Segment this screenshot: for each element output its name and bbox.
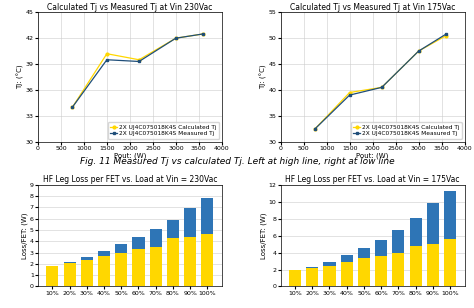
Bar — [150, 247, 162, 286]
Text: Fig. 11 Measured Tj vs calculated Tj. Left at high line, right at low line: Fig. 11 Measured Tj vs calculated Tj. Le… — [80, 157, 394, 166]
X-axis label: Pout: (W): Pout: (W) — [114, 152, 146, 159]
Bar — [306, 268, 319, 286]
Bar — [46, 265, 58, 286]
Y-axis label: Loss/FET: (W): Loss/FET: (W) — [22, 213, 28, 259]
2X UJ4C075018K4S Calculated Tj — [416, 49, 421, 53]
Bar — [115, 244, 128, 253]
2X UJ4C075018K4S Measured Tj — [104, 58, 109, 62]
Bar — [323, 266, 336, 286]
Bar — [392, 253, 404, 286]
Bar — [64, 263, 75, 286]
Bar — [410, 218, 422, 246]
Bar — [392, 230, 404, 253]
Bar — [427, 203, 439, 244]
Bar — [201, 234, 213, 286]
Title: Calculated Tj vs Measured Tj at Vin 175Vac: Calculated Tj vs Measured Tj at Vin 175V… — [290, 2, 455, 11]
Bar — [132, 237, 145, 249]
2X UJ4C075018K4S Calculated Tj — [379, 86, 384, 89]
Bar — [375, 256, 387, 286]
Bar — [167, 220, 179, 238]
Bar — [167, 238, 179, 286]
Bar — [81, 261, 93, 286]
Bar — [98, 251, 110, 256]
2X UJ4C075018K4S Calculated Tj — [443, 34, 449, 38]
2X UJ4C075018K4S Calculated Tj — [136, 58, 142, 62]
2X UJ4C075018K4S Measured Tj — [347, 93, 353, 97]
Title: HF Leg Loss per FET vs. Load at Vin = 230Vac: HF Leg Loss per FET vs. Load at Vin = 23… — [43, 175, 217, 184]
Y-axis label: Tj: (°C): Tj: (°C) — [17, 65, 24, 89]
Line: 2X UJ4C075018K4S Calculated Tj: 2X UJ4C075018K4S Calculated Tj — [314, 34, 447, 130]
2X UJ4C075018K4S Measured Tj — [312, 127, 318, 131]
2X UJ4C075018K4S Measured Tj — [173, 36, 179, 40]
Line: 2X UJ4C075018K4S Measured Tj: 2X UJ4C075018K4S Measured Tj — [71, 32, 205, 109]
2X UJ4C075018K4S Calculated Tj — [173, 36, 179, 40]
2X UJ4C075018K4S Measured Tj — [70, 105, 75, 109]
Bar — [323, 262, 336, 266]
Bar — [81, 257, 93, 261]
2X UJ4C075018K4S Calculated Tj — [347, 91, 353, 94]
Bar — [201, 198, 213, 234]
Bar — [341, 262, 353, 286]
Bar — [64, 261, 75, 263]
2X UJ4C075018K4S Measured Tj — [379, 86, 384, 89]
Bar — [289, 270, 301, 286]
Legend: 2X UJ4C075018K4S Calculated Tj, 2X UJ4C075018K4S Measured Tj: 2X UJ4C075018K4S Calculated Tj, 2X UJ4C0… — [351, 122, 462, 139]
Bar — [132, 249, 145, 286]
Bar — [444, 239, 456, 286]
X-axis label: Pout: (W): Pout: (W) — [356, 152, 389, 159]
Bar — [184, 237, 196, 286]
Line: 2X UJ4C075018K4S Measured Tj: 2X UJ4C075018K4S Measured Tj — [314, 33, 447, 130]
Line: 2X UJ4C075018K4S Calculated Tj: 2X UJ4C075018K4S Calculated Tj — [71, 32, 205, 109]
Bar — [358, 258, 370, 286]
2X UJ4C075018K4S Measured Tj — [416, 49, 421, 53]
2X UJ4C075018K4S Calculated Tj — [201, 32, 206, 36]
2X UJ4C075018K4S Calculated Tj — [104, 52, 109, 55]
Bar — [341, 255, 353, 262]
Bar — [427, 244, 439, 286]
Title: HF Leg Loss per FET vs. Load at Vin = 175Vac: HF Leg Loss per FET vs. Load at Vin = 17… — [285, 175, 460, 184]
Bar — [358, 248, 370, 258]
2X UJ4C075018K4S Calculated Tj — [70, 105, 75, 109]
Bar — [184, 208, 196, 237]
Bar — [150, 229, 162, 247]
Legend: 2X UJ4C075018K4S Calculated Tj, 2X UJ4C075018K4S Measured Tj: 2X UJ4C075018K4S Calculated Tj, 2X UJ4C0… — [108, 122, 219, 139]
2X UJ4C075018K4S Measured Tj — [443, 32, 449, 36]
Bar — [306, 267, 319, 268]
Bar — [444, 191, 456, 239]
2X UJ4C075018K4S Measured Tj — [136, 60, 142, 63]
Bar — [98, 256, 110, 286]
Bar — [115, 253, 128, 286]
Bar — [410, 246, 422, 286]
Y-axis label: Tj: (°C): Tj: (°C) — [260, 65, 267, 89]
Bar — [375, 240, 387, 256]
2X UJ4C075018K4S Measured Tj — [201, 32, 206, 36]
Y-axis label: Loss/FET: (W): Loss/FET: (W) — [261, 213, 267, 259]
2X UJ4C075018K4S Calculated Tj — [312, 127, 318, 131]
Title: Calculated Tj vs Measured Tj at Vin 230Vac: Calculated Tj vs Measured Tj at Vin 230V… — [47, 2, 212, 11]
